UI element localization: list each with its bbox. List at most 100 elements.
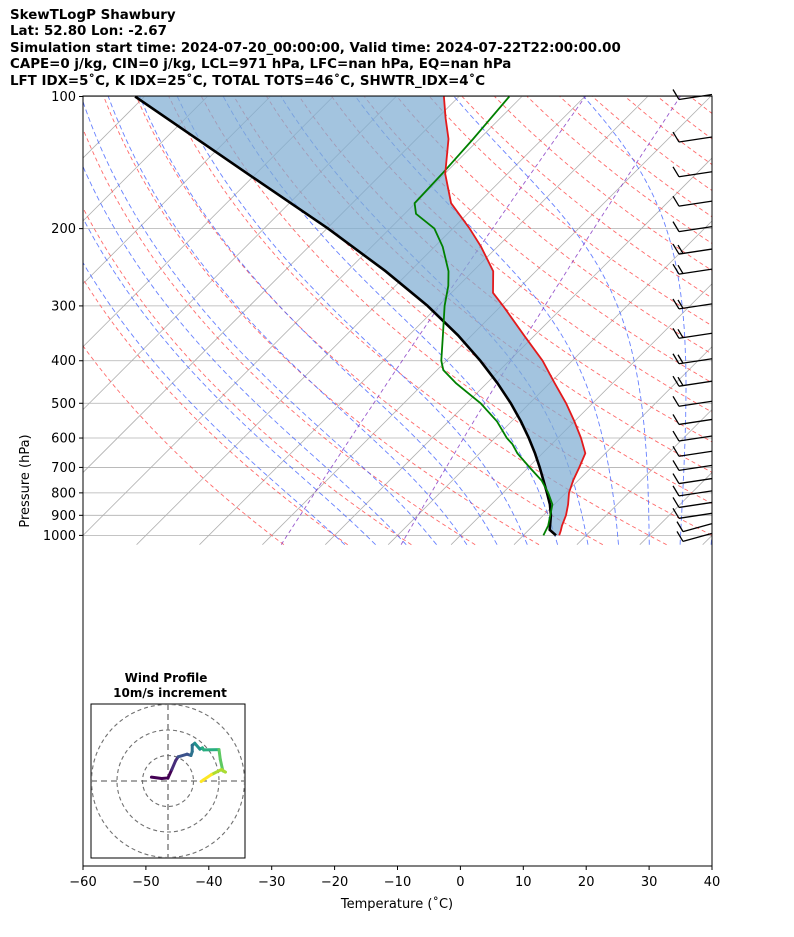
wind-barb [672,375,713,387]
dry-adiabat [83,206,412,546]
isotherm-line [766,97,794,545]
cin-shading [135,96,586,536]
hodograph-segment [170,759,178,772]
moist-adiabat [453,96,650,545]
x-tick-label: −10 [384,875,411,890]
moist-adiabat [83,261,346,546]
dry-adiabat [83,127,476,546]
hodograph-segment [149,775,164,780]
isotherm-line [513,346,712,545]
wind-barb [672,298,713,310]
chart-title: SkewTLogP Shawbury [10,8,176,23]
wind-barb [672,485,713,497]
moist-adiabat [83,217,376,546]
dry-adiabat [83,278,348,546]
x-tick-label: 30 [641,875,658,890]
moist-adiabat [83,100,437,545]
wind-barb [672,195,713,207]
isotherm-line [0,97,82,545]
wind-barb [672,445,713,457]
wind-barb [672,460,713,472]
temperature-line [443,96,587,536]
y-tick-label: 1000 [43,529,76,544]
cape-line: CAPE=0 j/kg, CIN=0 j/kg, LCL=971 hPa, LF… [10,57,512,73]
indices-line: LFT IDX=5˚C, K IDX=25˚C, TOTAL TOTS=46˚C… [10,73,486,89]
y-tick-label: 800 [51,486,76,501]
wind-barb [676,521,713,533]
y-tick-label: 100 [51,90,76,105]
hodograph-subtitle: 10m/s increment [113,686,227,700]
mixing-ratio-line [280,96,586,545]
x-tick-label: −50 [132,875,159,890]
dry-adiabat [83,345,285,546]
isotherm-line [136,96,586,545]
moist-adiabat [107,96,468,545]
wind-barb [672,353,713,365]
wind-barb [672,430,713,442]
wind-barb [672,414,713,426]
hodograph-segment [217,748,222,761]
wind-barb [672,89,713,101]
y-tick-label: 400 [51,354,76,369]
y-tick-label: 700 [51,461,76,476]
wind-barb [676,531,713,543]
wind-barb [672,221,713,233]
moist-adiabat [139,96,498,545]
isotherm-line [199,96,648,545]
axes: −60 −50 −40 −30 −20 −10 0 10 20 30 40 1000 900 800 700… [43,90,720,890]
x-tick-label: −30 [258,875,285,890]
hodograph-segment [202,773,213,782]
wind-barb [672,497,713,509]
dry-adiabat [624,96,712,166]
x-tick-label: 0 [456,875,464,890]
dry-adiabat [689,96,712,115]
moist-adiabat [355,96,619,545]
hodograph-segment [199,778,206,784]
x-tick-label: 10 [515,875,532,890]
y-axis-label: Pressure (hPa) [18,434,33,527]
y-tick-label: 900 [51,509,76,524]
dry-adiabat [331,96,712,413]
wind-barb [672,131,713,143]
moist-adiabat [710,531,712,545]
y-tick-label: 500 [51,397,76,412]
wind-barb [672,327,713,339]
y-tick-label: 600 [51,432,76,447]
profile-lines [134,96,587,537]
isotherm-line [83,96,271,285]
time-line: Simulation start time: 2024-07-20_00:00:… [10,40,621,56]
x-tick-label: −40 [195,875,222,890]
location-line: Lat: 52.80 Lon: -2.67 [10,24,167,40]
dry-adiabat [723,97,794,545]
wind-barbs [672,89,713,543]
y-tick-label: 300 [51,299,76,314]
hodograph-inset: Wind Profile 10m/s increment [90,671,246,859]
x-tick-label: 40 [704,875,721,890]
hodograph-segment [176,752,189,759]
dry-adiabat [657,96,712,140]
isotherm-line [576,409,712,545]
chart-title-block: SkewTLogP Shawbury Lat: 52.80 Lon: -2.67… [10,8,621,90]
moist-adiabat [583,96,687,545]
isotherm-line [0,97,19,545]
wind-barb [672,473,713,485]
hodograph-title: Wind Profile [125,671,208,685]
isotherm-line [702,534,712,545]
dry-adiabat [429,96,712,327]
wind-barb [672,166,713,178]
isotherm-line [83,96,208,222]
dry-adiabat [559,96,712,218]
cape-cin-shading [135,96,586,536]
isotherm-line [325,157,712,545]
hodograph-segment [166,768,174,780]
moist-adiabat [83,165,407,546]
isotherm-line [83,96,523,536]
y-tick-label: 200 [51,222,76,237]
parcel-profile-line [134,96,557,537]
wind-barb [672,243,713,255]
wind-barb [672,395,713,407]
x-tick-label: −20 [321,875,348,890]
dry-adiabat [103,96,540,546]
mixing-ratio-line [400,96,681,545]
